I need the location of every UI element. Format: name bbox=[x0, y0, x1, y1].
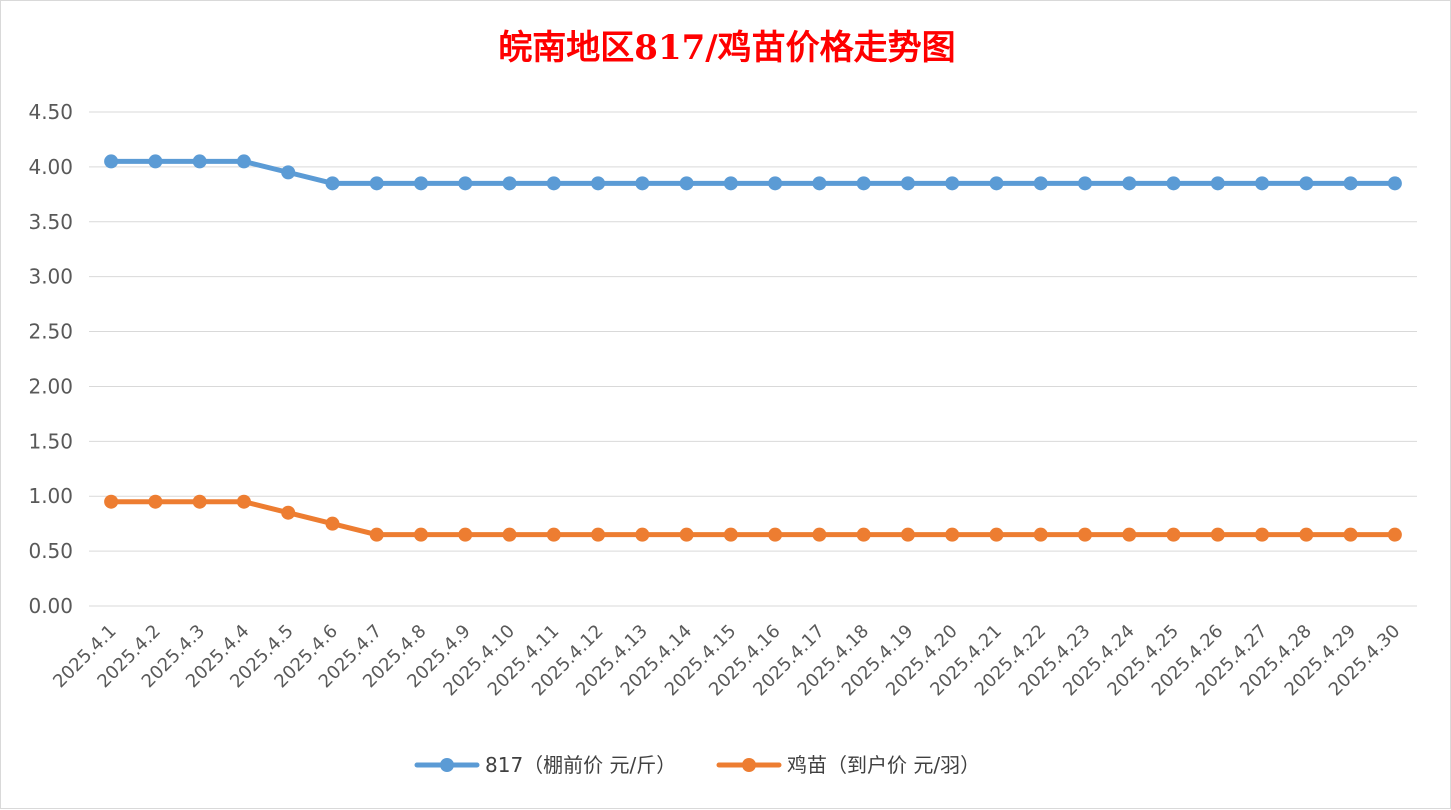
data-point bbox=[1166, 176, 1181, 191]
data-point bbox=[414, 527, 428, 542]
y-tick-label: 0.50 bbox=[28, 539, 73, 563]
y-tick-label: 0.00 bbox=[28, 594, 73, 618]
data-point bbox=[236, 154, 251, 169]
data-point bbox=[1078, 176, 1092, 191]
data-point bbox=[1299, 176, 1314, 191]
data-point bbox=[768, 527, 783, 542]
legend-swatch-marker bbox=[742, 758, 756, 772]
data-point bbox=[1033, 176, 1048, 191]
data-point bbox=[1387, 527, 1402, 542]
data-point bbox=[1343, 176, 1358, 191]
data-point bbox=[591, 527, 606, 542]
data-point bbox=[1299, 527, 1314, 542]
y-tick-label: 4.50 bbox=[28, 100, 73, 124]
y-tick-label: 3.00 bbox=[28, 265, 73, 289]
data-point bbox=[768, 176, 783, 191]
data-point bbox=[192, 494, 207, 509]
data-point bbox=[945, 176, 960, 191]
data-point bbox=[723, 176, 738, 191]
series-line-1 bbox=[108, 158, 1398, 186]
data-point bbox=[1255, 176, 1270, 191]
data-point bbox=[236, 494, 251, 509]
data-point bbox=[812, 176, 827, 191]
data-point bbox=[104, 494, 119, 509]
y-tick-label: 4.00 bbox=[28, 155, 73, 179]
data-point bbox=[192, 154, 207, 169]
y-tick-label: 3.50 bbox=[28, 210, 73, 234]
data-point bbox=[679, 176, 694, 191]
data-point bbox=[900, 176, 915, 191]
data-point bbox=[1122, 176, 1137, 191]
legend-entry: 鸡苗（到户价 元/羽） bbox=[787, 753, 980, 777]
data-point bbox=[989, 527, 1004, 542]
data-point bbox=[546, 527, 561, 542]
y-tick-label: 1.50 bbox=[28, 429, 73, 453]
data-point bbox=[281, 165, 296, 180]
data-point bbox=[900, 527, 915, 542]
data-point bbox=[1387, 176, 1402, 191]
data-point bbox=[856, 527, 871, 542]
data-point bbox=[325, 176, 340, 191]
series-line-2 bbox=[108, 499, 1398, 538]
data-point bbox=[679, 527, 694, 542]
data-point bbox=[369, 176, 384, 191]
data-point bbox=[369, 527, 384, 542]
data-point bbox=[1122, 527, 1137, 542]
y-tick-label: 1.00 bbox=[28, 484, 73, 508]
legend-swatch-marker bbox=[440, 758, 454, 772]
chart-title: 皖南地区817/鸡苗价格走势图 bbox=[498, 28, 955, 68]
data-point bbox=[1255, 527, 1270, 542]
data-point bbox=[104, 154, 119, 169]
data-point bbox=[458, 176, 473, 191]
data-point bbox=[1210, 527, 1225, 542]
data-point bbox=[635, 527, 650, 542]
data-point bbox=[502, 527, 517, 542]
y-tick-label: 2.00 bbox=[28, 374, 73, 398]
legend-entry: 817（棚前价 元/斤） bbox=[485, 753, 676, 777]
data-point bbox=[812, 527, 827, 542]
data-point bbox=[546, 176, 561, 191]
data-point bbox=[148, 494, 163, 509]
data-point bbox=[945, 527, 960, 542]
data-point bbox=[148, 154, 163, 169]
data-point bbox=[502, 176, 517, 191]
data-point bbox=[458, 527, 473, 542]
data-point bbox=[1166, 527, 1181, 542]
data-point bbox=[856, 176, 871, 191]
data-point bbox=[1033, 527, 1048, 542]
data-point bbox=[281, 505, 296, 520]
data-point bbox=[591, 176, 606, 191]
data-point bbox=[1343, 527, 1358, 542]
y-tick-label: 2.50 bbox=[28, 320, 73, 344]
data-point bbox=[1078, 527, 1092, 542]
data-point bbox=[1210, 176, 1225, 191]
data-point bbox=[325, 516, 340, 531]
data-point bbox=[723, 527, 738, 542]
data-point bbox=[989, 176, 1004, 191]
data-point bbox=[635, 176, 650, 191]
data-point bbox=[414, 176, 428, 191]
